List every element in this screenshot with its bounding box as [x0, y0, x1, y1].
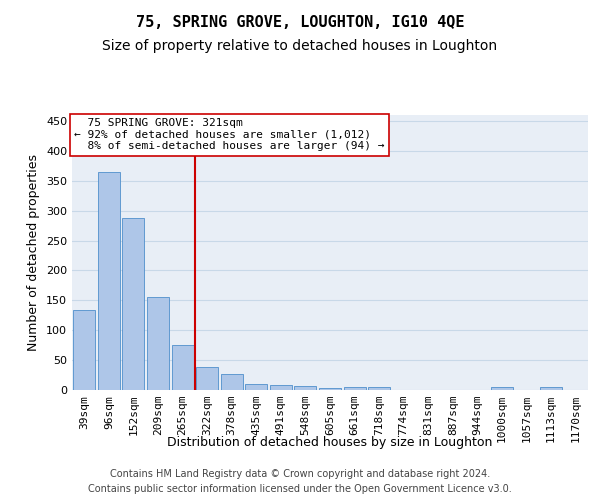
Bar: [491, 387, 513, 390]
Text: Contains HM Land Registry data © Crown copyright and database right 2024.: Contains HM Land Registry data © Crown c…: [110, 469, 490, 479]
Bar: [270, 385, 292, 390]
Text: Distribution of detached houses by size in Loughton: Distribution of detached houses by size …: [167, 436, 493, 449]
Bar: [98, 172, 120, 390]
Bar: [540, 387, 562, 390]
Text: Size of property relative to detached houses in Loughton: Size of property relative to detached ho…: [103, 39, 497, 53]
Bar: [319, 388, 341, 390]
Text: Contains public sector information licensed under the Open Government Licence v3: Contains public sector information licen…: [88, 484, 512, 494]
Bar: [172, 345, 194, 390]
Bar: [344, 387, 365, 390]
Bar: [196, 368, 218, 390]
Bar: [122, 218, 145, 390]
Bar: [245, 384, 268, 390]
Bar: [368, 387, 390, 390]
Text: 75 SPRING GROVE: 321sqm
← 92% of detached houses are smaller (1,012)
  8% of sem: 75 SPRING GROVE: 321sqm ← 92% of detache…: [74, 118, 385, 151]
Bar: [221, 374, 243, 390]
Bar: [295, 386, 316, 390]
Bar: [73, 310, 95, 390]
Text: 75, SPRING GROVE, LOUGHTON, IG10 4QE: 75, SPRING GROVE, LOUGHTON, IG10 4QE: [136, 15, 464, 30]
Y-axis label: Number of detached properties: Number of detached properties: [28, 154, 40, 351]
Bar: [147, 298, 169, 390]
